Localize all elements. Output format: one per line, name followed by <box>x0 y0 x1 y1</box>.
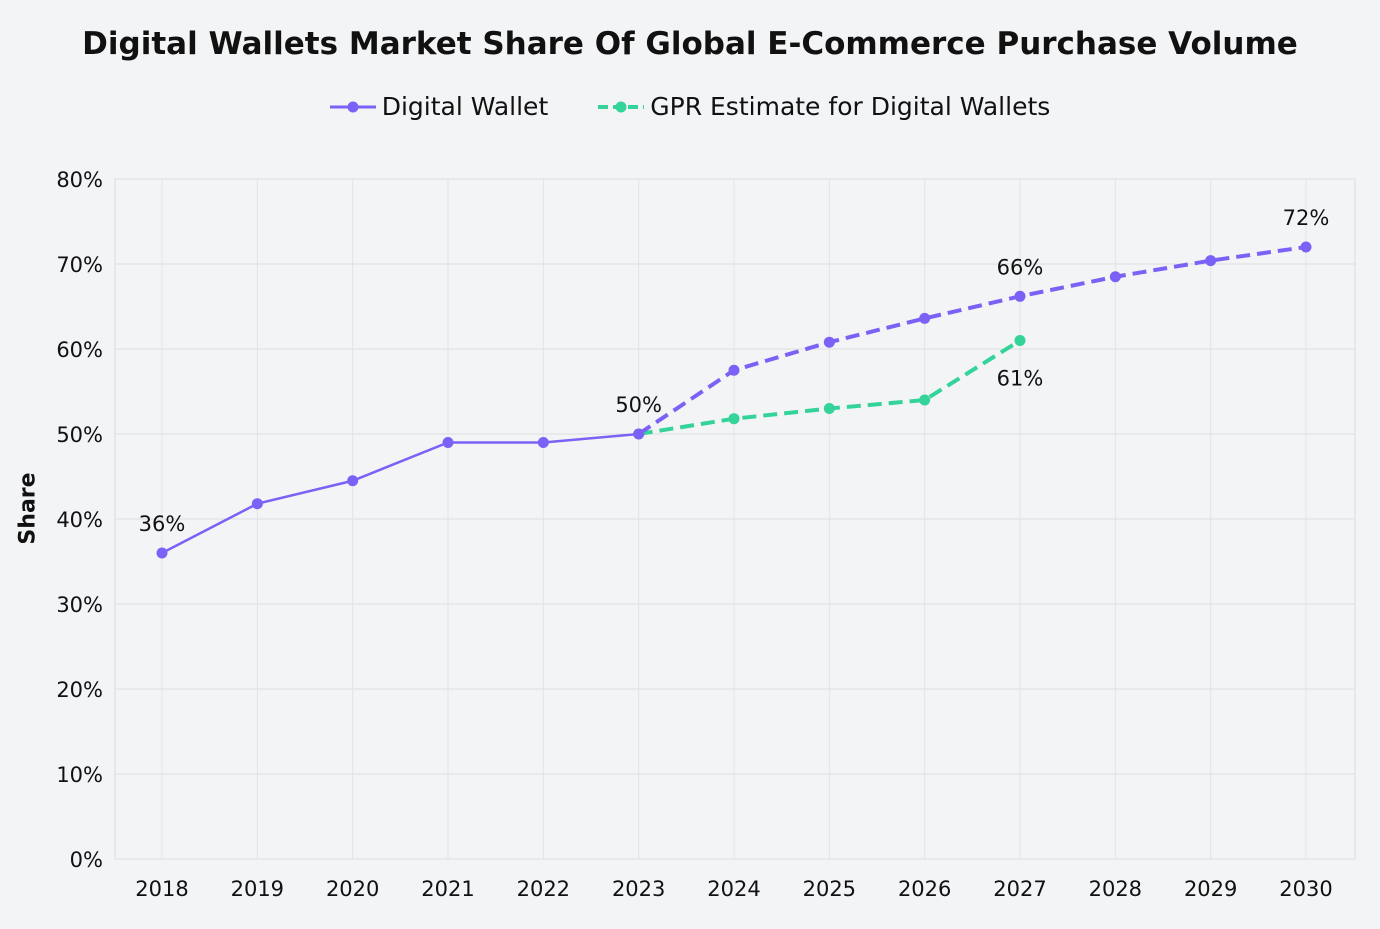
x-tick-label: 2024 <box>707 877 760 901</box>
data-point <box>633 428 645 440</box>
data-point <box>1205 255 1217 267</box>
legend-label: GPR Estimate for Digital Wallets <box>650 92 1051 121</box>
data-label: 36% <box>139 512 186 536</box>
x-tick-label: 2019 <box>231 877 284 901</box>
x-tick-label: 2030 <box>1279 877 1332 901</box>
x-tick-label: 2021 <box>421 877 474 901</box>
data-point <box>1014 290 1026 302</box>
data-point <box>919 394 931 406</box>
data-point <box>347 475 359 487</box>
x-tick-label: 2025 <box>803 877 856 901</box>
x-tick-label: 2027 <box>993 877 1046 901</box>
legend-label: Digital Wallet <box>381 92 549 121</box>
data-point <box>823 403 835 414</box>
legend: Digital Wallet GPR Estimate for Digital … <box>0 92 1380 121</box>
data-point <box>1014 335 1026 346</box>
series-digital-wallet-forecast-line <box>637 245 1307 436</box>
data-label: 50% <box>615 393 662 417</box>
x-tick-label: 2028 <box>1089 877 1142 901</box>
legend-item-digital-wallet[interactable]: Digital Wallet <box>329 92 549 121</box>
y-tick-label: 50% <box>56 423 103 447</box>
legend-item-gpr-estimate[interactable]: GPR Estimate for Digital Wallets <box>598 92 1050 121</box>
series-digital-wallet-line <box>161 432 639 555</box>
data-point <box>823 336 835 348</box>
data-label: 72% <box>1283 206 1330 230</box>
data-point <box>1300 241 1312 253</box>
data-point <box>156 547 168 559</box>
x-tick-label: 2020 <box>326 877 379 901</box>
x-tick-label: 2029 <box>1184 877 1237 901</box>
y-tick-label: 20% <box>56 678 103 702</box>
y-tick-label: 10% <box>56 763 103 787</box>
y-axis-label: Share <box>15 472 41 545</box>
data-point <box>442 437 454 448</box>
data-point <box>537 437 549 448</box>
chart-title: Digital Wallets Market Share Of Global E… <box>82 26 1298 62</box>
y-tick-label: 0% <box>70 848 103 872</box>
data-label: 66% <box>997 255 1044 279</box>
legend-dashed-line-icon <box>598 101 645 112</box>
y-tick-label: 40% <box>56 508 103 532</box>
x-tick-label: 2026 <box>898 877 951 901</box>
data-point <box>251 498 263 510</box>
legend-solid-line-icon <box>329 101 376 112</box>
y-tick-label: 60% <box>56 338 103 362</box>
data-point <box>1109 271 1121 283</box>
x-tick-label: 2018 <box>135 877 188 901</box>
y-tick-label: 80% <box>56 168 103 192</box>
y-tick-label: 70% <box>56 253 103 277</box>
x-tick-label: 2022 <box>517 877 570 901</box>
data-point <box>919 312 931 324</box>
x-tick-label: 2023 <box>612 877 665 901</box>
y-tick-label: 30% <box>56 593 103 617</box>
data-label: 61% <box>997 367 1044 391</box>
data-point <box>728 364 740 376</box>
data-point <box>728 413 740 425</box>
